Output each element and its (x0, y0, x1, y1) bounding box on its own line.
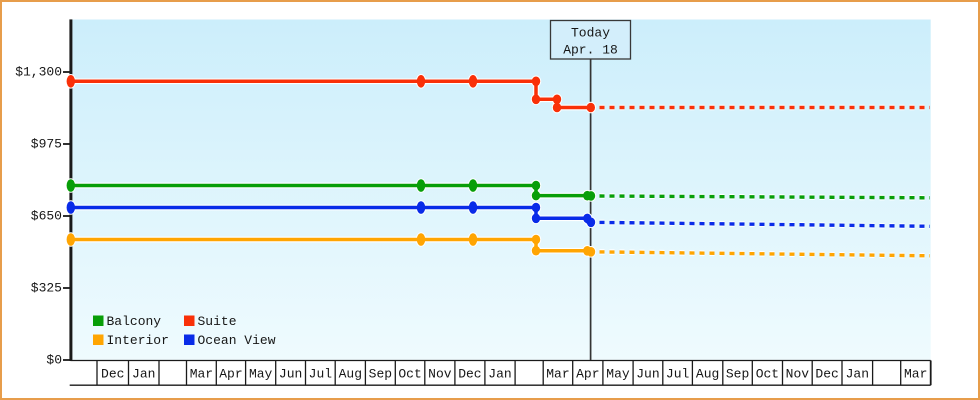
svg-text:Sep: Sep (726, 367, 749, 382)
svg-text:Nov: Nov (428, 367, 452, 382)
svg-text:Apr. 18: Apr. 18 (563, 43, 618, 58)
svg-text:May: May (249, 367, 273, 382)
svg-text:Nov: Nov (786, 367, 810, 382)
svg-text:Mar: Mar (546, 367, 569, 382)
svg-text:$0: $0 (46, 352, 62, 367)
svg-text:$1,300: $1,300 (15, 64, 62, 79)
svg-text:Balcony: Balcony (107, 314, 162, 329)
svg-text:Today: Today (571, 26, 610, 41)
svg-text:Mar: Mar (190, 367, 213, 382)
svg-text:Sep: Sep (369, 367, 392, 382)
svg-text:Jan: Jan (488, 367, 511, 382)
svg-text:Apr: Apr (219, 367, 242, 382)
svg-text:$975: $975 (31, 136, 62, 151)
svg-text:Jun: Jun (636, 367, 659, 382)
svg-text:Suite: Suite (198, 314, 237, 329)
svg-text:Dec: Dec (458, 367, 481, 382)
svg-text:Dec: Dec (815, 367, 838, 382)
svg-text:$650: $650 (31, 208, 62, 223)
svg-text:Oct: Oct (756, 367, 779, 382)
svg-text:Jan: Jan (846, 367, 869, 382)
svg-text:Aug: Aug (696, 367, 719, 382)
svg-text:Jul: Jul (666, 367, 690, 382)
svg-text:Ocean View: Ocean View (198, 333, 276, 348)
svg-text:May: May (606, 367, 630, 382)
svg-text:Apr: Apr (576, 367, 599, 382)
svg-text:Oct: Oct (398, 367, 421, 382)
svg-text:Jul: Jul (309, 367, 333, 382)
svg-text:Dec: Dec (101, 367, 124, 382)
svg-text:Mar: Mar (904, 367, 927, 382)
svg-text:$325: $325 (31, 280, 62, 295)
svg-text:Jun: Jun (279, 367, 302, 382)
svg-text:Aug: Aug (339, 367, 362, 382)
svg-text:Interior: Interior (107, 333, 169, 348)
svg-text:Jan: Jan (132, 367, 155, 382)
